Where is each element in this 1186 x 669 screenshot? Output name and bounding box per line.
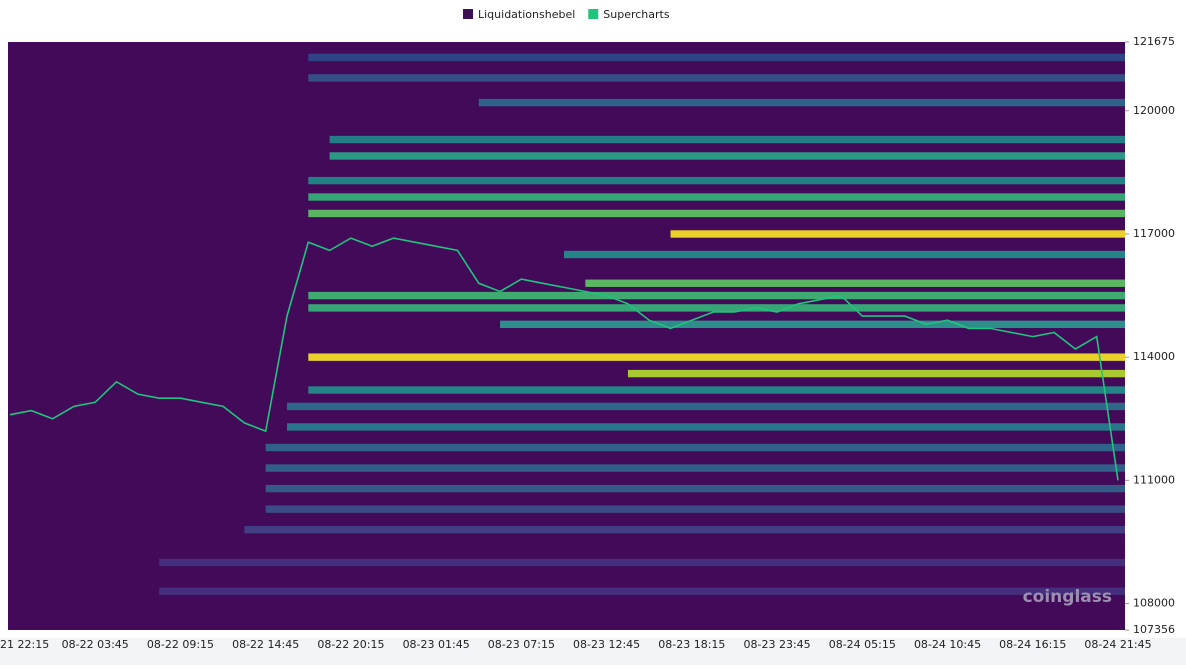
y-tick-label: 107356	[1133, 623, 1175, 636]
plot-background	[8, 42, 1125, 630]
liquidation-band	[627, 369, 1125, 378]
y-tick-label: 117000	[1133, 227, 1175, 240]
x-tick-label: 08-23 23:45	[743, 638, 810, 651]
legend-swatch	[588, 9, 599, 19]
x-tick-label: 08-24 05:15	[829, 638, 896, 651]
footer-bar	[0, 638, 1186, 665]
liquidation-band	[265, 505, 1125, 513]
legend-swatch	[463, 9, 473, 19]
x-tick-label: 08-24 16:15	[999, 638, 1066, 651]
liquidation-band	[329, 152, 1126, 160]
y-tick-label: 114000	[1133, 350, 1175, 363]
liquidation-band	[308, 353, 1125, 361]
liquidation-band	[308, 291, 1125, 300]
liquidation-band	[329, 135, 1126, 144]
liquidation-band	[308, 193, 1125, 201]
y-tick-label: 111000	[1133, 473, 1175, 486]
x-tick-label: 08-22 14:45	[232, 638, 299, 651]
y-tick-label: 108000	[1133, 597, 1175, 610]
price-line	[9, 237, 1119, 481]
x-tick-label: 08-24 10:45	[914, 638, 981, 651]
x-tick-label: 08-22 03:45	[62, 638, 129, 651]
liquidation-band	[244, 525, 1125, 534]
liquidation-band	[585, 279, 1125, 287]
liquidation-band	[308, 74, 1125, 82]
liquidation-band	[265, 464, 1125, 472]
liquidation-band	[308, 209, 1125, 218]
liquidation-band	[308, 386, 1125, 394]
liquidation-band	[265, 443, 1125, 452]
liquidation-band	[564, 250, 1125, 259]
liquidation-band	[308, 53, 1125, 62]
x-tick-label: 08-22 09:15	[147, 638, 214, 651]
liquidation-band	[308, 304, 1125, 312]
x-tick-label: 21 22:15	[0, 638, 49, 651]
liquidation-band	[478, 98, 1125, 107]
legend-label: Supercharts	[603, 8, 670, 21]
x-tick-label: 08-23 01:45	[403, 638, 470, 651]
x-tick-label: 08-24 21:45	[1084, 638, 1151, 651]
x-tick-label: 08-22 20:15	[317, 638, 384, 651]
liquidation-band	[500, 320, 1126, 329]
liquidation-band	[265, 484, 1125, 493]
x-tick-label: 08-23 18:15	[658, 638, 725, 651]
liquidation-band	[287, 402, 1125, 411]
liquidation-band	[308, 176, 1125, 185]
liquidation-band	[159, 558, 1126, 567]
y-tick-label: 121675	[1133, 35, 1175, 48]
legend-label: Liquidationshebel	[478, 8, 575, 21]
liquidation-band	[670, 230, 1125, 238]
x-tick-label: 08-23 12:45	[573, 638, 640, 651]
y-tick-label: 120000	[1133, 104, 1175, 117]
watermark: coinglass	[1023, 587, 1112, 607]
x-tick-label: 08-23 07:15	[488, 638, 555, 651]
liquidation-band	[287, 423, 1125, 431]
liquidation-band	[159, 587, 1126, 595]
